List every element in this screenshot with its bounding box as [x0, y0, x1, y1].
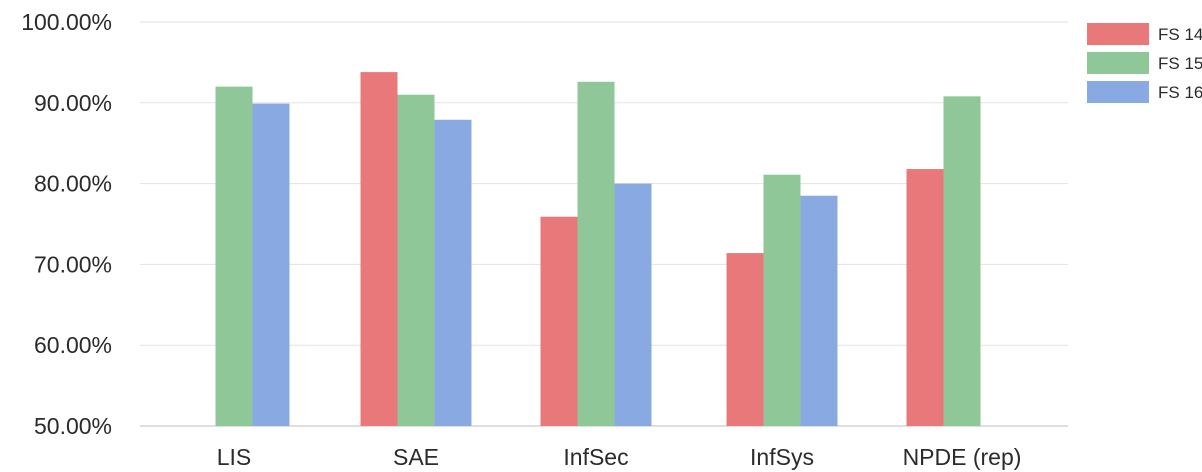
- bar-group: [215, 86, 290, 426]
- bar-fs-16: [434, 119, 472, 426]
- bar-fs-14: [540, 216, 578, 426]
- y-tick-label: 50.00%: [34, 413, 112, 439]
- bar-group: [726, 174, 838, 426]
- x-tick-label: InfSys: [750, 444, 814, 470]
- y-tick-label: 60.00%: [34, 332, 112, 358]
- x-tick-label: LIS: [217, 444, 252, 470]
- x-axis: LIS SAE InfSec InfSys NPDE (rep): [217, 444, 1022, 470]
- bar-group: [906, 96, 981, 426]
- x-tick-label: SAE: [393, 444, 439, 470]
- bar-fs-15: [943, 96, 981, 426]
- legend-swatch: [1087, 52, 1149, 74]
- x-tick-label: InfSec: [563, 444, 628, 470]
- bar-fs-14: [906, 169, 944, 426]
- bar-fs-15: [215, 86, 253, 426]
- legend-label: FS 14: [1158, 25, 1202, 44]
- x-tick-label: NPDE (rep): [903, 444, 1022, 470]
- legend-item: FS 14: [1087, 23, 1202, 45]
- legend-item: FS 16: [1087, 81, 1202, 103]
- legend-swatch: [1087, 23, 1149, 45]
- bar-group: [360, 72, 472, 426]
- bar-fs-16: [614, 183, 652, 426]
- legend-label: FS 15: [1158, 54, 1202, 73]
- bar-fs-15: [577, 81, 615, 427]
- legend-item: FS 15: [1087, 52, 1202, 74]
- bars-layer: [215, 72, 981, 427]
- bar-fs-16: [252, 103, 290, 426]
- y-axis: 50.00% 60.00% 70.00% 80.00% 90.00% 100.00%: [21, 9, 112, 439]
- bar-fs-15: [397, 94, 435, 426]
- bar-fs-14: [726, 253, 764, 426]
- bar-fs-14: [360, 72, 398, 426]
- legend-swatch: [1087, 81, 1149, 103]
- bar-group: [540, 81, 652, 427]
- y-tick-label: 90.00%: [34, 90, 112, 116]
- legend: FS 14 FS 15 FS 16: [1087, 23, 1202, 103]
- y-tick-label: 70.00%: [34, 251, 112, 277]
- y-tick-label: 80.00%: [34, 171, 112, 197]
- bar-fs-15: [763, 174, 801, 426]
- bar-fs-16: [800, 195, 838, 426]
- y-tick-label: 100.00%: [21, 9, 112, 35]
- legend-label: FS 16: [1158, 83, 1202, 102]
